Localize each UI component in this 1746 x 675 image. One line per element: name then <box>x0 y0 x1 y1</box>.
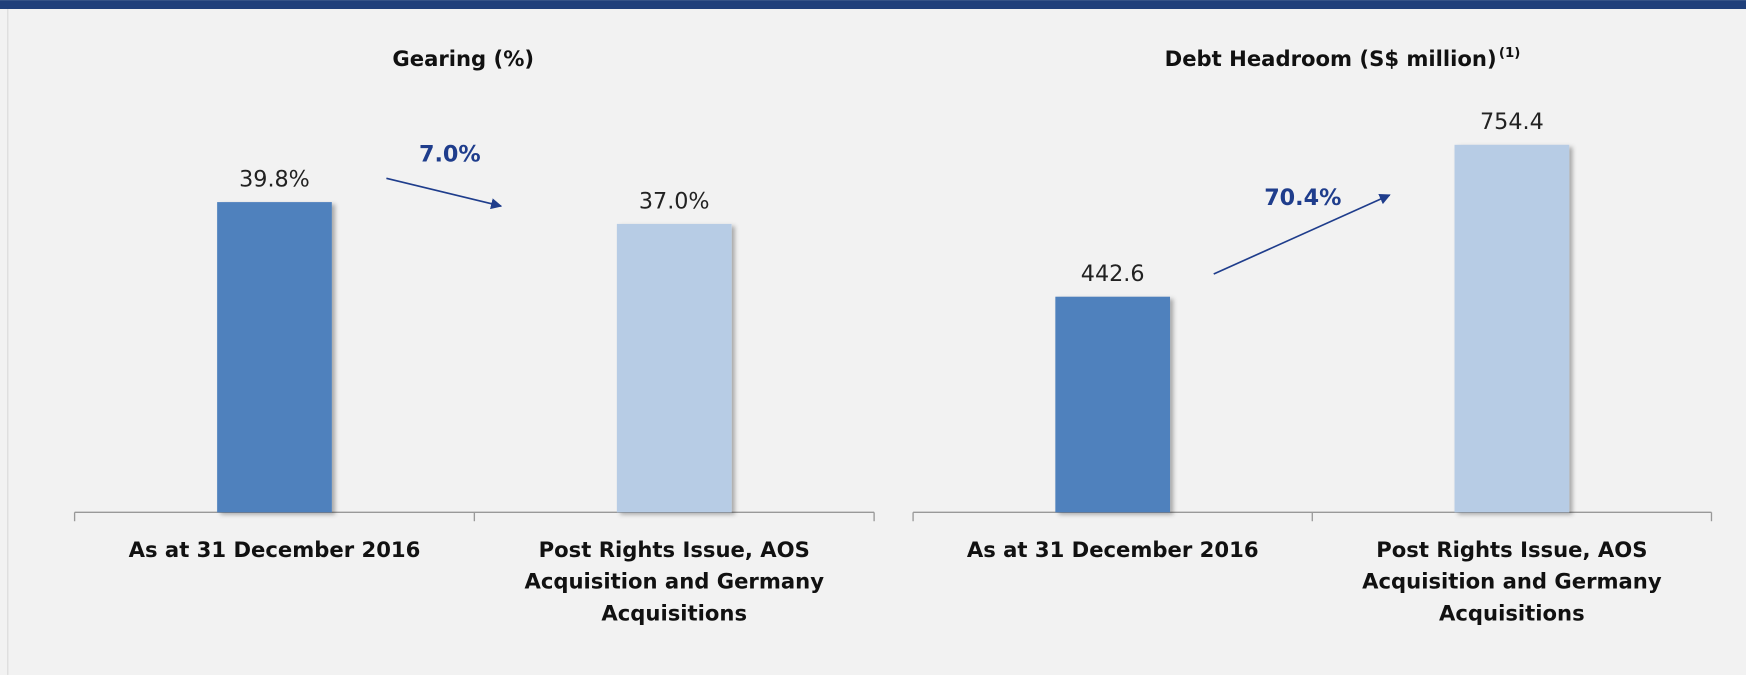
charts: Gearing (%) 39.8% As at 31 December 2016 37… <box>73 46 1713 625</box>
data-label: 754.4 <box>1480 109 1544 135</box>
header-band <box>0 0 1746 10</box>
bar <box>616 223 732 513</box>
bar <box>1454 144 1570 513</box>
bar <box>1055 296 1171 513</box>
chart-title: Debt Headroom (S$ million) <box>1165 46 1497 71</box>
annotation-arrow <box>386 177 503 210</box>
annotation: 7.0% <box>419 142 481 168</box>
data-label: 442.6 <box>1081 261 1145 287</box>
annotation: 70.4% <box>1264 185 1341 211</box>
x-tick-label: Post Rights Issue, AOS Acquisition and Ge… <box>524 537 824 625</box>
data-label: 39.8% <box>239 167 310 193</box>
title-note: (1) <box>1499 46 1521 61</box>
bar <box>217 202 332 513</box>
x-tick-label: Post Rights Issue, AOS Acquisition and Ge… <box>1362 537 1662 625</box>
x-tick-label: As at 31 December 2016 <box>967 537 1259 562</box>
chart-title: Gearing (%) <box>392 46 534 71</box>
data-label: 37.0% <box>639 188 710 214</box>
x-tick-label: As at 31 December 2016 <box>129 537 421 562</box>
annotation-arrow <box>1213 193 1391 275</box>
